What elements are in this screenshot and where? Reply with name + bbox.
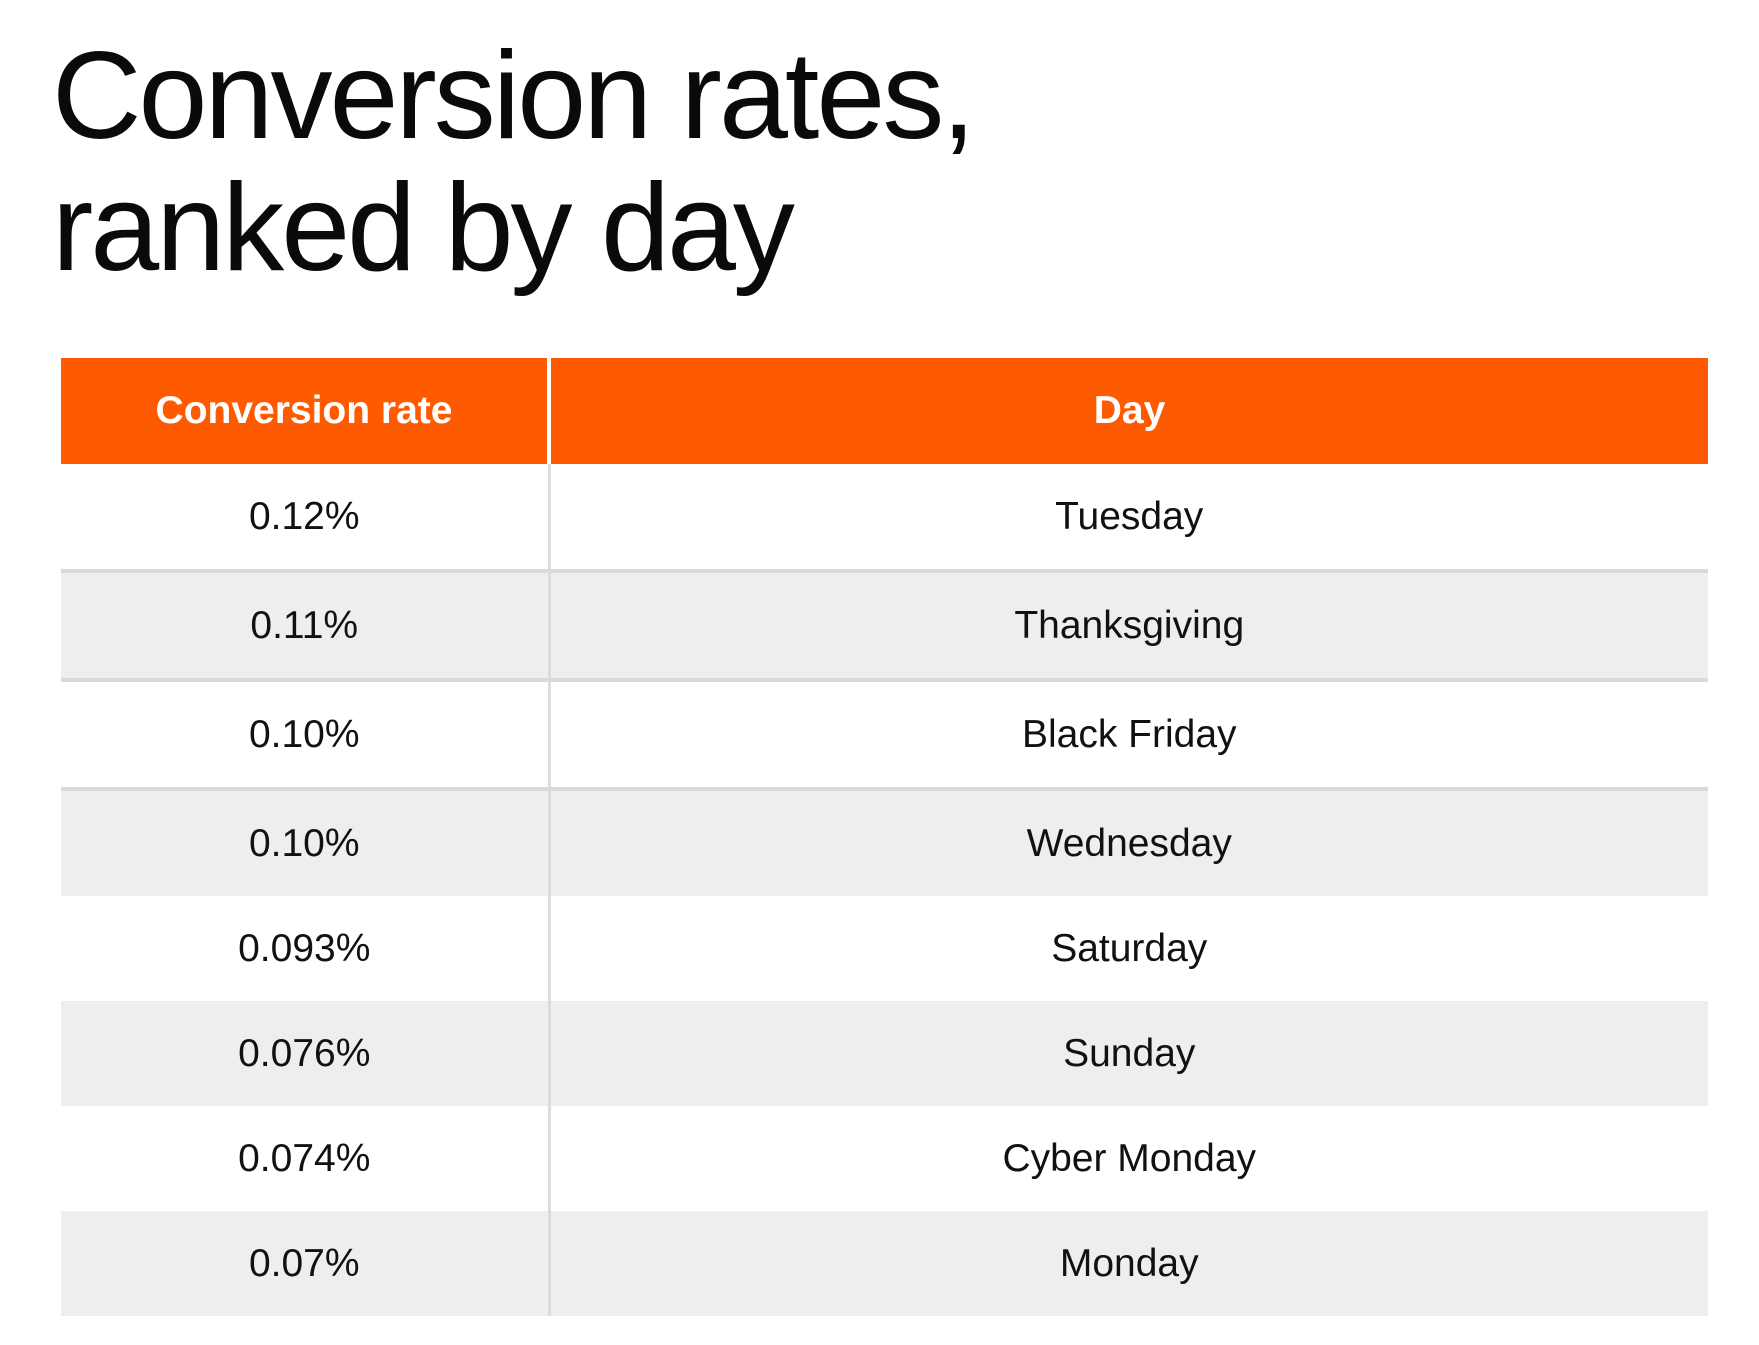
day-cell: Wednesday bbox=[549, 789, 1708, 896]
conversion-rate-cell: 0.10% bbox=[61, 789, 551, 896]
day-cell: Sunday bbox=[549, 1001, 1708, 1106]
conversion-rate-cell: 0.12% bbox=[61, 464, 551, 573]
day-cell: Saturday bbox=[1051, 926, 1208, 970]
table-row: 0.10% Black Friday bbox=[61, 680, 1708, 791]
table-row: 0.07% Monday bbox=[61, 1211, 1708, 1316]
day-cell: Thanksgiving bbox=[549, 571, 1708, 682]
conversion-rate-cell: 0.093% bbox=[61, 896, 551, 1001]
day-cell: Tuesday bbox=[549, 464, 1708, 573]
table-row: 0.076% Sunday bbox=[61, 1001, 1708, 1106]
table-row: 0.11% Thanksgiving bbox=[61, 571, 1708, 682]
conversion-rate-cell: 0.074% bbox=[61, 1106, 551, 1211]
title-line-2: ranked by day bbox=[52, 159, 795, 297]
column-header-day: Day bbox=[549, 358, 1708, 464]
table-header-row: Conversion rate Day bbox=[61, 358, 1708, 464]
conversion-table: Conversion rate Day 0.12% Tuesday 0.11% … bbox=[61, 358, 1708, 1316]
table-row: 0.12% Tuesday bbox=[61, 464, 1708, 573]
conversion-rate-cell: 0.11% bbox=[61, 571, 551, 682]
table-row: 0.093% Saturday bbox=[61, 896, 1708, 1001]
day-cell: Monday bbox=[549, 1211, 1708, 1316]
column-header-conversion-rate: Conversion rate bbox=[61, 358, 551, 464]
table-row: 0.10% Wednesday bbox=[61, 789, 1708, 896]
title-line-1: Conversion rates, bbox=[52, 27, 976, 165]
day-cell: Black Friday bbox=[549, 680, 1708, 791]
table-row: 0.074% Cyber Monday bbox=[61, 1106, 1708, 1211]
conversion-rate-cell: 0.07% bbox=[61, 1211, 551, 1316]
conversion-rate-cell: 0.076% bbox=[61, 1001, 551, 1106]
conversion-rate-cell: 0.10% bbox=[61, 680, 551, 791]
day-cell: Cyber Monday bbox=[1002, 1136, 1257, 1180]
page-title: Conversion rates, ranked by day bbox=[52, 27, 976, 297]
